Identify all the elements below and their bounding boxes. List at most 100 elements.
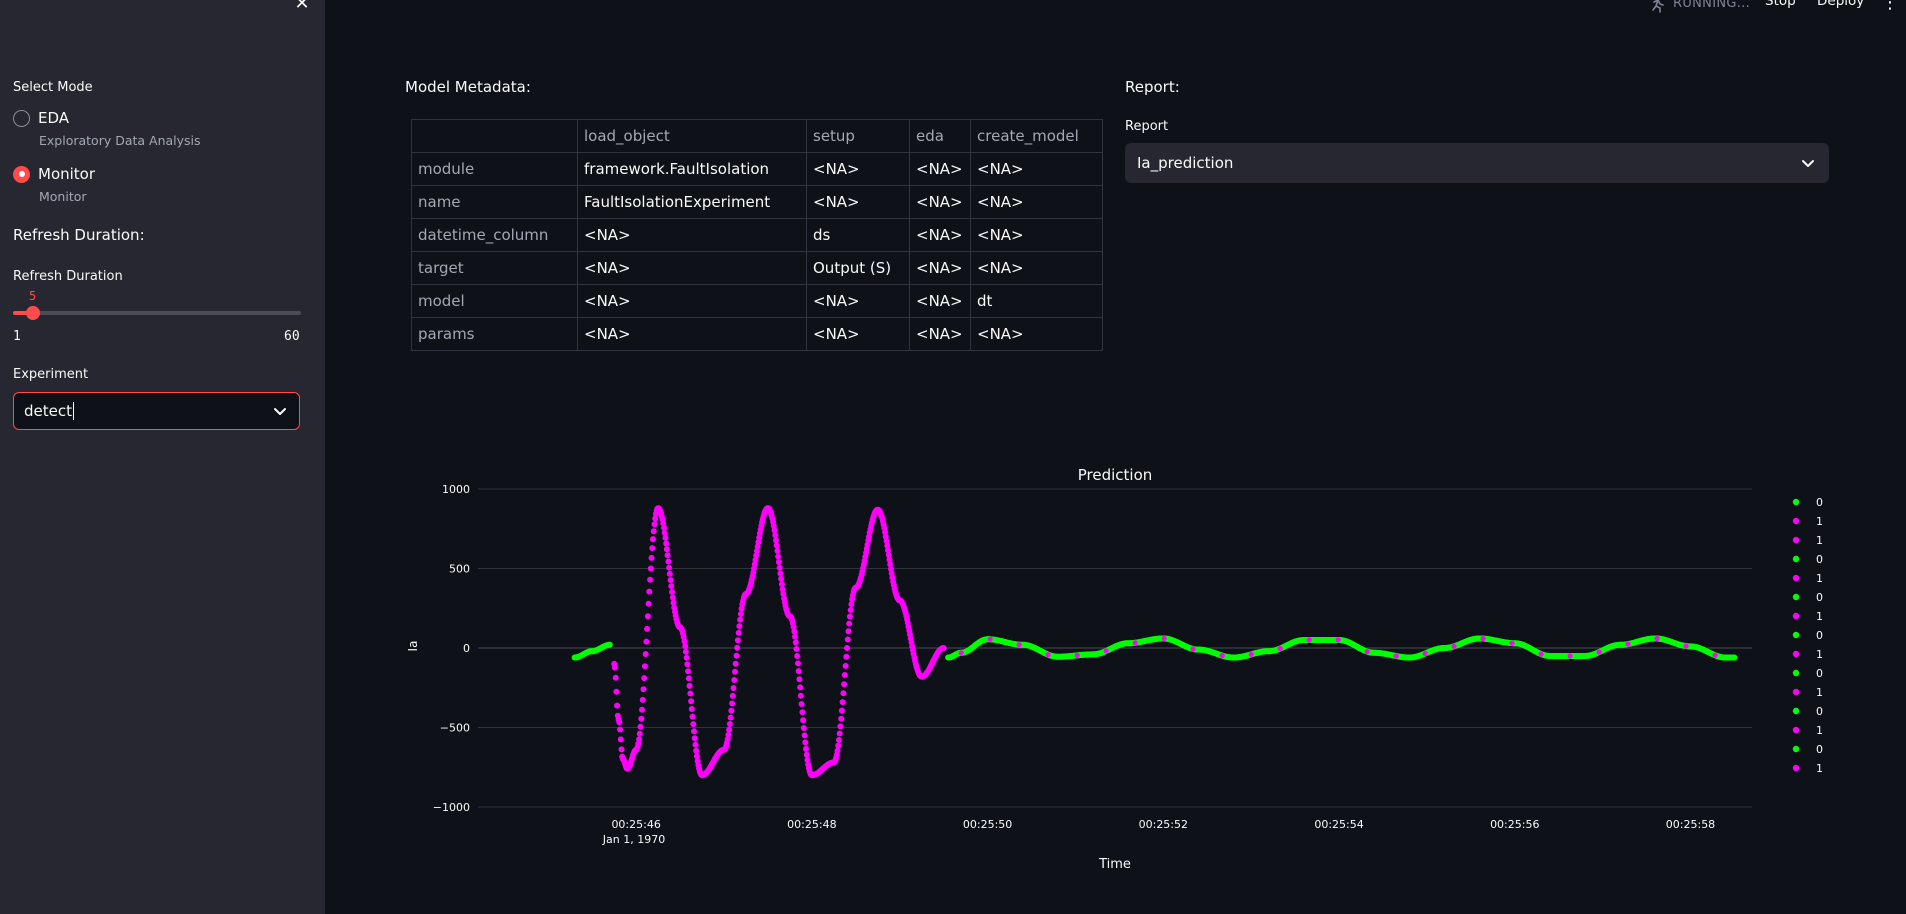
- table-cell[interactable]: FaultIsolationExperiment: [577, 185, 807, 219]
- legend-label[interactable]: 0: [1816, 553, 1823, 566]
- table-cell[interactable]: Output (S): [806, 251, 910, 285]
- table-cell[interactable]: <NA>: [806, 317, 910, 351]
- table-cell[interactable]: datetime_column: [411, 218, 578, 252]
- chart-legend[interactable]: 0 1 1 0 1 0 1 0 1 0 1 0 1 0 1: [1792, 496, 1823, 775]
- table-cell[interactable]: <NA>: [970, 218, 1103, 252]
- data-point: [728, 707, 735, 714]
- chevron-down-icon[interactable]: [271, 402, 289, 420]
- data-point: [661, 524, 667, 531]
- legend-marker[interactable]: [1792, 726, 1800, 734]
- legend-marker[interactable]: [1792, 536, 1800, 544]
- legend-label[interactable]: 1: [1816, 515, 1823, 528]
- legend-marker[interactable]: [1792, 555, 1800, 563]
- data-point: [800, 717, 807, 724]
- data-point: [843, 653, 850, 660]
- legend-marker[interactable]: [1792, 650, 1800, 658]
- legend-marker[interactable]: [1792, 688, 1800, 696]
- experiment-select[interactable]: detect: [13, 392, 300, 430]
- table-cell[interactable]: <NA>: [577, 284, 807, 318]
- table-cell[interactable]: ds: [806, 218, 910, 252]
- legend-label[interactable]: 1: [1816, 572, 1823, 585]
- radio-eda[interactable]: EDA: [13, 109, 69, 127]
- metadata-table: load_object setup eda create_model modul…: [411, 119, 1103, 351]
- legend-label[interactable]: 0: [1816, 629, 1823, 642]
- legend-marker[interactable]: [1792, 764, 1800, 772]
- legend-label[interactable]: 0: [1816, 591, 1823, 604]
- status-text: RUNNING...: [1673, 0, 1751, 11]
- table-cell[interactable]: <NA>: [806, 185, 910, 219]
- table-cell[interactable]: <NA>: [806, 284, 910, 318]
- table-cell[interactable]: <NA>: [909, 284, 971, 318]
- table-cell[interactable]: <NA>: [577, 317, 807, 351]
- table-cell[interactable]: <NA>: [970, 185, 1103, 219]
- legend-marker[interactable]: [1792, 517, 1800, 525]
- table-cell[interactable]: <NA>: [970, 152, 1103, 186]
- chevron-down-icon[interactable]: [1799, 154, 1817, 172]
- close-icon[interactable]: ✕: [294, 0, 310, 14]
- radio-label-eda: EDA: [38, 109, 70, 127]
- radio-button-unchecked[interactable]: [13, 109, 30, 127]
- table-cell[interactable]: <NA>: [909, 152, 971, 186]
- radio-monitor[interactable]: Monitor: [13, 165, 95, 183]
- deploy-button[interactable]: Deploy: [1817, 0, 1865, 9]
- legend-marker[interactable]: [1792, 574, 1800, 582]
- report-select-value[interactable]: Ia_prediction: [1137, 154, 1234, 172]
- legend-marker[interactable]: [1792, 498, 1800, 506]
- table-header[interactable]: [411, 119, 578, 153]
- radio-button-checked[interactable]: [13, 165, 30, 183]
- stop-button[interactable]: Stop: [1765, 0, 1796, 9]
- table-cell[interactable]: <NA>: [909, 218, 971, 252]
- legend-marker[interactable]: [1792, 707, 1800, 715]
- experiment-select-value[interactable]: detect: [24, 402, 74, 420]
- table-header[interactable]: eda: [909, 119, 971, 153]
- x-tick-label: 00:25:48: [787, 818, 836, 831]
- legend-label[interactable]: 1: [1816, 534, 1823, 547]
- data-point: [613, 688, 620, 695]
- running-man-icon: [1652, 0, 1664, 13]
- table-cell[interactable]: <NA>: [909, 185, 971, 219]
- table-cell[interactable]: name: [411, 185, 578, 219]
- legend-label[interactable]: 0: [1816, 496, 1823, 509]
- legend-marker[interactable]: [1792, 631, 1800, 639]
- table-cell[interactable]: <NA>: [806, 152, 910, 186]
- table-cell[interactable]: <NA>: [970, 317, 1103, 351]
- table-cell[interactable]: params: [411, 317, 578, 351]
- legend-label[interactable]: 0: [1816, 705, 1823, 718]
- slider-thumb[interactable]: [26, 306, 40, 320]
- legend-label[interactable]: 0: [1816, 743, 1823, 756]
- table-cell[interactable]: model: [411, 284, 578, 318]
- table-header[interactable]: create_model: [970, 119, 1103, 153]
- legend-marker[interactable]: [1792, 593, 1800, 601]
- table-cell[interactable]: module: [411, 152, 578, 186]
- legend-marker[interactable]: [1792, 669, 1800, 677]
- data-point: [836, 737, 842, 743]
- legend-label[interactable]: 1: [1816, 686, 1823, 699]
- slider-track[interactable]: [13, 311, 301, 315]
- data-point: [611, 664, 618, 671]
- table-cell[interactable]: <NA>: [577, 251, 807, 285]
- report-select[interactable]: Ia_prediction: [1125, 143, 1829, 183]
- data-point: [838, 707, 845, 714]
- legend-label[interactable]: 1: [1816, 762, 1823, 775]
- legend-label[interactable]: 0: [1816, 667, 1823, 680]
- data-point: [652, 515, 659, 522]
- legend-label[interactable]: 1: [1816, 610, 1823, 623]
- table-cell[interactable]: framework.FaultIsolation: [577, 152, 807, 186]
- table-cell[interactable]: <NA>: [909, 317, 971, 351]
- table-header[interactable]: load_object: [577, 119, 807, 153]
- table-cell[interactable]: <NA>: [577, 218, 807, 252]
- table-cell[interactable]: <NA>: [970, 251, 1103, 285]
- legend-marker[interactable]: [1792, 745, 1800, 753]
- data-point: [682, 648, 689, 655]
- legend-label[interactable]: 1: [1816, 648, 1823, 661]
- kebab-menu-icon[interactable]: ⋮: [1881, 0, 1899, 13]
- table-cell[interactable]: <NA>: [909, 251, 971, 285]
- table-header[interactable]: setup: [806, 119, 910, 153]
- data-point: [1625, 641, 1631, 647]
- legend-label[interactable]: 1: [1816, 724, 1823, 737]
- table-cell[interactable]: dt: [970, 284, 1103, 318]
- legend-marker[interactable]: [1792, 612, 1800, 620]
- data-point: [735, 629, 742, 636]
- table-cell[interactable]: target: [411, 251, 578, 285]
